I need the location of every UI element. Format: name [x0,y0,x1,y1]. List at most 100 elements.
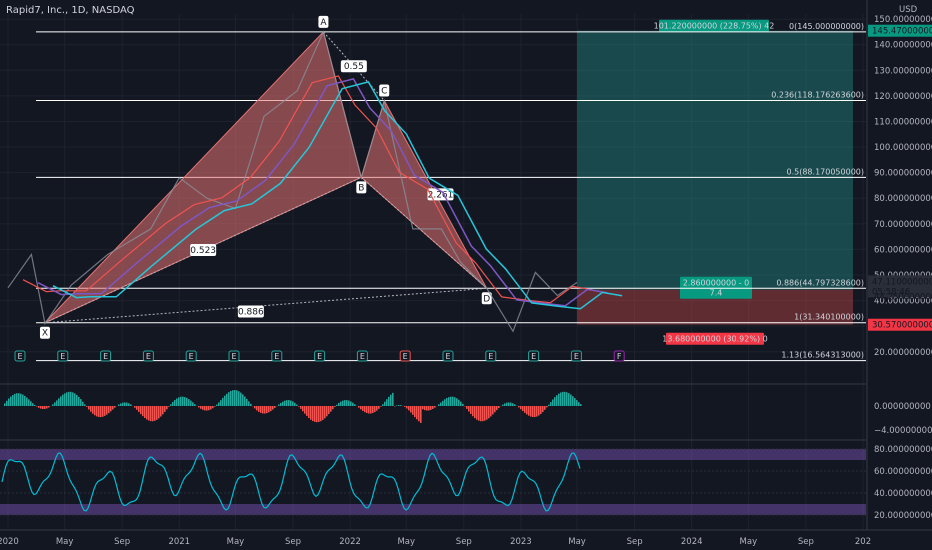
osc-bar [80,399,82,406]
osc-bar [222,397,224,406]
osc-bar [100,406,102,418]
rsi-tick-label: 20.000000000 [874,511,932,521]
osc-bar [98,406,100,418]
osc-bar [374,406,376,413]
y-tick-label: 40.000000000 [874,297,932,307]
entry-label: 2.860000000 - 0 [683,279,750,288]
osc-bar [368,406,370,414]
osc-bar [518,406,520,408]
osc-bar [324,406,326,419]
osc-bar [502,404,504,406]
osc-bar [400,405,402,406]
point-label-B: B [358,183,364,193]
osc-bar [556,395,558,406]
osc-bar [168,406,170,407]
osc-bar [200,406,202,409]
osc-bar [304,406,306,414]
osc-bar [16,393,18,406]
symbol-title[interactable]: Rapid7, Inc., 1D, NASDAQ [6,5,135,16]
ratio-label: 0.55 [344,62,364,72]
ratio-label: 2.261 [428,190,454,200]
osc-bar [498,406,500,409]
osc-bar [266,406,268,414]
target-label: 101.220000000 (228.75%) 42 [654,22,775,31]
osc-bar [444,399,446,406]
osc-bar [416,406,418,420]
osc-bar [326,406,328,417]
x-tick-label: May [56,537,74,547]
osc-bar [208,406,210,411]
rsi-tick-label: 80.000000000 [874,445,932,455]
osc-bar [246,398,248,406]
osc-bar [542,406,544,413]
osc-bar [472,406,474,417]
osc-bar [68,391,70,406]
osc-bar [470,406,472,414]
price-labels: 145.470000000 47.11000000005:58:4644.2500… [868,24,932,331]
osc-bar [12,394,14,406]
osc-tick-label: 0.000000000 [874,402,931,412]
osc-bar [232,390,234,406]
target-zone [577,30,853,290]
osc-bar [206,406,208,411]
osc-bar [466,406,468,409]
ratio-label: 0.523 [190,246,216,256]
osc-bar [144,406,146,418]
point-label-A: A [320,18,327,28]
osc-bar [386,399,388,406]
osc-bar [282,401,284,406]
osc-bar [568,393,570,406]
osc-bar [220,400,222,406]
osc-bar [448,397,450,406]
osc-bar [216,404,218,406]
earnings-marker [228,350,240,362]
fib-label: 0.5(88.170050000) [787,167,865,176]
osc-bar [170,404,172,406]
y-tick-label: 20.000000000 [874,348,932,358]
osc-bar [346,400,348,406]
osc-bar [122,402,124,406]
osc-bar [450,396,452,406]
osc-bar [40,406,42,409]
osc-bar [114,406,116,408]
osc-bar [148,406,150,421]
point-label-C: C [381,87,387,97]
osc-bar [328,406,330,415]
point-bg [39,326,50,339]
osc-bar [362,406,364,411]
osc-bar [256,406,258,411]
osc-bar [36,406,38,407]
osc-bar [440,402,442,406]
x-tick-label: Sep [114,537,130,547]
osc-bar [24,395,26,406]
osc-bar [430,406,432,410]
osc-bar [560,392,562,406]
osc-bar [136,406,138,410]
osc-bar [474,406,476,419]
osc-bar [152,406,154,422]
y-tick-label: 60.000000000 [874,245,932,255]
osc-bar [120,403,122,406]
countdown: 05:58:46 [872,287,910,297]
earnings-marker-label: E [488,352,493,361]
osc-bar [10,396,12,406]
osc-bar [352,402,354,406]
osc-bar [422,406,424,410]
ratio-bg [427,188,454,201]
osc-bar [302,406,304,412]
osc-bar [408,406,410,411]
target-price-tag: 145.470000000 [872,27,932,37]
ratio-bg [237,305,264,318]
osc-bar [580,404,582,406]
osc-bar [188,399,190,406]
osc-bar [410,406,412,413]
x-tick-label: Sep [798,537,814,547]
long-position-box[interactable]: 101.220000000 (228.75%) 42 2.860000000 - … [577,19,853,345]
stop-label: 13.680000000 (30.92%) 0 [662,335,767,344]
osc-bar [174,400,176,406]
stop-price-tag: 30.570000000 [872,321,932,331]
osc-bar [354,404,356,406]
osc-bar [154,406,156,421]
